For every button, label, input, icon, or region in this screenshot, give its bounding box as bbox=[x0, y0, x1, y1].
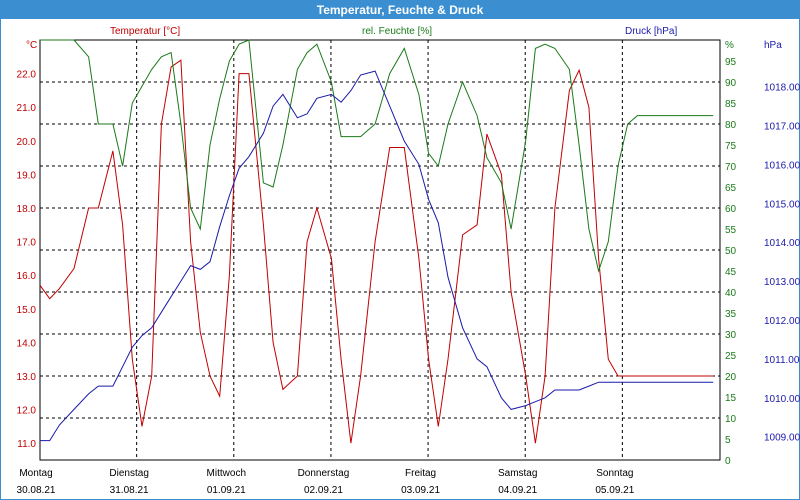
tick-label-left: 11.0 bbox=[17, 439, 36, 450]
tick-label-right1: 60 bbox=[725, 204, 737, 215]
series-line bbox=[39, 59, 714, 444]
tick-label-right1: 70 bbox=[725, 162, 737, 173]
series-line bbox=[40, 39, 714, 273]
tick-label-right1: 50 bbox=[725, 246, 737, 257]
tick-label-right1: 55 bbox=[725, 225, 737, 236]
tick-label-left: 14.0 bbox=[17, 338, 37, 349]
tick-label-left: 13.0 bbox=[17, 372, 37, 383]
series-group bbox=[39, 39, 714, 444]
tick-label-right2: 1011.000 bbox=[764, 355, 800, 366]
tick-label-left: 19.0 bbox=[17, 170, 37, 181]
series-line bbox=[40, 70, 714, 442]
tick-label-right1: 20 bbox=[725, 372, 737, 383]
tick-label-right1: 5 bbox=[725, 435, 731, 446]
axis-labels: °C% hPa Temperatur [°C] rel. Feuchte [%] Dru… bbox=[17, 26, 783, 496]
x-tick-date: 31.08.21 bbox=[110, 485, 149, 496]
x-tick-date: 04.09.21 bbox=[498, 485, 537, 496]
x-tick-day: Sonntag bbox=[596, 468, 633, 479]
tick-label-right1: 95 bbox=[725, 57, 737, 68]
tick-label-left: 22.0 bbox=[17, 70, 37, 81]
tick-label-right2: 1017.000 bbox=[764, 122, 800, 133]
right1-axis-unit: % bbox=[725, 40, 734, 51]
x-tick-date: 05.09.21 bbox=[595, 485, 634, 496]
tick-label-left: 20.0 bbox=[17, 137, 37, 148]
tick-label-right1: 0 bbox=[725, 456, 731, 467]
tick-label-right2: 1016.000 bbox=[764, 160, 800, 171]
tick-label-right1: 85 bbox=[725, 99, 737, 110]
tick-label-right2: 1014.000 bbox=[764, 238, 800, 249]
tick-label-right1: 35 bbox=[725, 309, 737, 320]
tick-label-right1: 25 bbox=[725, 351, 737, 362]
tick-label-right2: 1013.000 bbox=[764, 277, 800, 288]
tick-label-right1: 65 bbox=[725, 183, 737, 194]
tick-label-right1: 75 bbox=[725, 141, 737, 152]
legend-label: rel. Feuchte [%] bbox=[362, 26, 432, 37]
tick-label-right2: 1018.000 bbox=[764, 83, 800, 94]
x-tick-day: Montag bbox=[19, 468, 52, 479]
x-tick-date: 30.08.21 bbox=[17, 485, 56, 496]
tick-label-right1: 15 bbox=[725, 393, 737, 404]
tick-label-left: 17.0 bbox=[17, 238, 37, 249]
axes: 11.0 12.0 13.0 14.0 15.0 16.0 17.0 18.0 19.0 20.0… bbox=[17, 57, 800, 467]
tick-label-right1: 45 bbox=[725, 267, 737, 278]
right2-axis-unit: hPa bbox=[764, 40, 782, 51]
tick-label-right2: 1012.000 bbox=[764, 316, 800, 327]
left-axis-unit: °C bbox=[26, 40, 37, 51]
x-tick-day: Dienstag bbox=[109, 468, 148, 479]
window-title: Temperatur, Feuchte & Druck bbox=[1, 1, 799, 19]
x-tick-day: Mittwoch bbox=[207, 468, 246, 479]
tick-label-right1: 40 bbox=[725, 288, 737, 299]
tick-label-left: 16.0 bbox=[17, 271, 37, 282]
x-tick-day: Freitag bbox=[405, 468, 436, 479]
tick-label-right2: 1015.000 bbox=[764, 199, 800, 210]
x-tick-day: Donnerstag bbox=[298, 468, 350, 479]
legend-label: Temperatur [°C] bbox=[110, 26, 180, 37]
tick-label-right1: 30 bbox=[725, 330, 737, 341]
legend-label: Druck [hPa] bbox=[625, 26, 677, 37]
tick-label-left: 12.0 bbox=[17, 406, 37, 417]
x-tick-date: 01.09.21 bbox=[207, 485, 246, 496]
x-tick-date: 03.09.21 bbox=[401, 485, 440, 496]
tick-label-right2: 1009.000 bbox=[764, 433, 800, 444]
tick-label-right1: 80 bbox=[725, 120, 737, 131]
tick-label-left: 18.0 bbox=[17, 204, 37, 215]
tick-label-right1: 90 bbox=[725, 78, 737, 89]
x-tick-day: Samstag bbox=[498, 468, 537, 479]
tick-label-right2: 1010.000 bbox=[764, 394, 800, 405]
x-tick-date: 02.09.21 bbox=[304, 485, 343, 496]
tick-label-left: 15.0 bbox=[17, 305, 37, 316]
tick-label-left: 21.0 bbox=[17, 103, 37, 114]
tick-label-right1: 10 bbox=[725, 414, 737, 425]
